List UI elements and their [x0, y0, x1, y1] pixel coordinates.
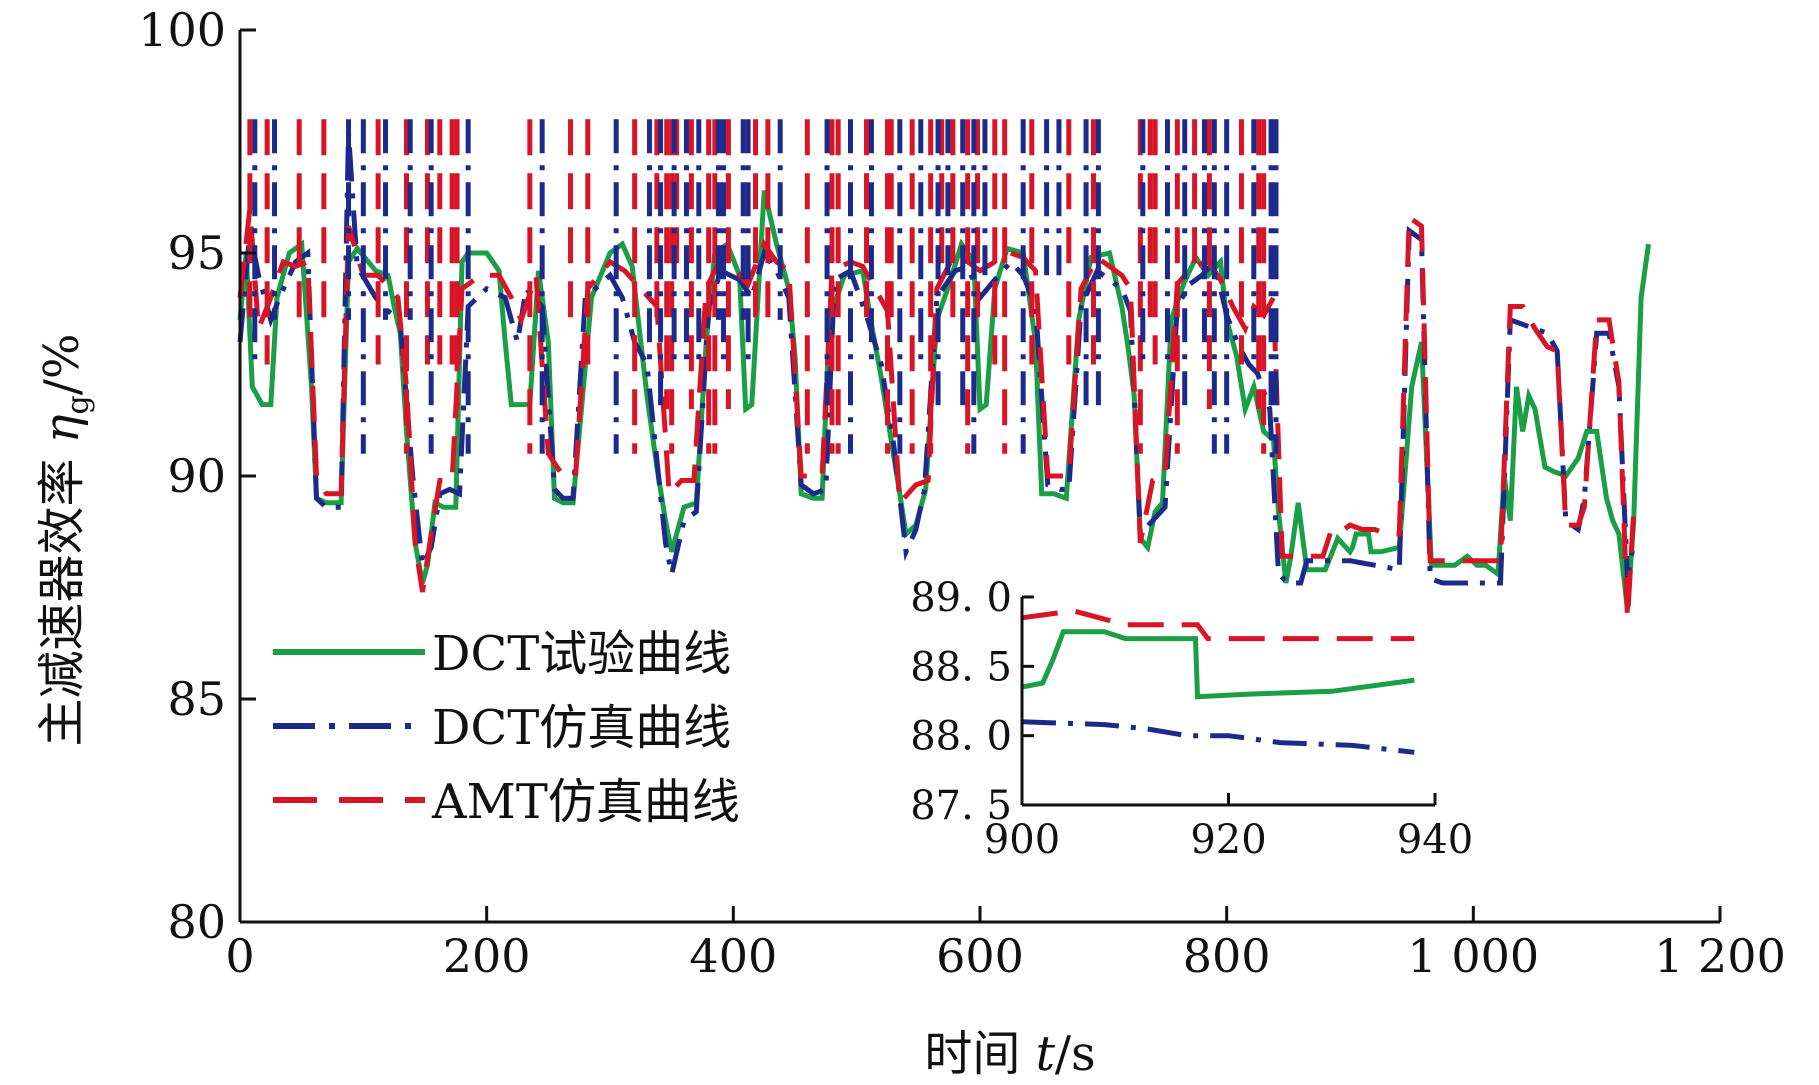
inset-series-line-3	[1021, 719, 1415, 755]
x-tick-label: 600	[936, 929, 1024, 983]
inset-series-line-1	[1021, 629, 1415, 700]
legend: DCT试验曲线 DCT仿真曲线 AMT仿真曲线	[268, 615, 828, 830]
inset-background	[1013, 592, 1439, 818]
inset-y-tick-label: 88. 0	[910, 714, 1012, 760]
inset-y-tick-label: 88. 5	[910, 644, 1012, 690]
y-axis-title-suffix: /%	[34, 333, 90, 395]
legend-label-dct-sim: DCT仿真曲线	[432, 700, 731, 756]
inset-series-line-2	[1021, 608, 1415, 642]
y-tick-label: 80	[167, 895, 226, 949]
inset-x-tick-label: 920	[1190, 817, 1266, 863]
y-tick-label: 95	[167, 226, 226, 280]
main-series-group	[237, 119, 1651, 619]
x-tick-label: 400	[689, 929, 777, 983]
y-axis-title: 主减速器效率 ηg/%	[34, 333, 96, 746]
y-axis-title-var: η	[34, 414, 90, 443]
legend-label-amt-sim: AMT仿真曲线	[431, 774, 740, 830]
y-axis-title-prefix: 主减速器效率	[34, 443, 90, 746]
svg-text:主减速器效率 ηg/%: 主减速器效率 ηg/%	[34, 333, 96, 746]
legend-item-amt-sim: AMT仿真曲线	[273, 774, 740, 830]
inset-series-group	[1021, 608, 1415, 755]
inset-x-tick-label: 900	[984, 817, 1060, 863]
x-tick-label: 800	[1183, 929, 1271, 983]
svg-text:时间 t/s: 时间 t/s	[924, 1026, 1095, 1082]
legend-label-dct-test: DCT试验曲线	[432, 626, 731, 682]
x-tick-label: 1 200	[1654, 929, 1786, 983]
inset-y-tick-label: 89. 0	[910, 575, 1012, 621]
x-axis-title-var: t	[1036, 1026, 1056, 1082]
inset-x-tick-label: 940	[1397, 817, 1473, 863]
inset-y-tick-label: 87. 5	[910, 783, 1012, 829]
x-tick-label: 200	[443, 929, 531, 983]
y-tick-label: 90	[167, 449, 226, 503]
x-tick-label: 0	[225, 929, 254, 983]
x-axis-title-suffix: /s	[1055, 1026, 1096, 1082]
inset-zoom-plot: 87. 5 88. 0 88. 5 89. 0 900 920 940	[910, 575, 1473, 863]
x-axis-title: 时间 t/s	[924, 1026, 1095, 1082]
inset-axes: 87. 5 88. 0 88. 5 89. 0 900 920 940	[910, 575, 1473, 863]
x-axis-title-prefix: 时间	[924, 1026, 1035, 1082]
legend-item-dct-sim: DCT仿真曲线	[273, 700, 731, 756]
legend-item-dct-test: DCT试验曲线	[273, 626, 731, 682]
y-tick-label: 85	[167, 672, 226, 726]
x-tick-label: 1 000	[1407, 929, 1539, 983]
y-axis-title-sub: g	[61, 395, 96, 414]
y-tick-label: 100	[138, 3, 226, 57]
